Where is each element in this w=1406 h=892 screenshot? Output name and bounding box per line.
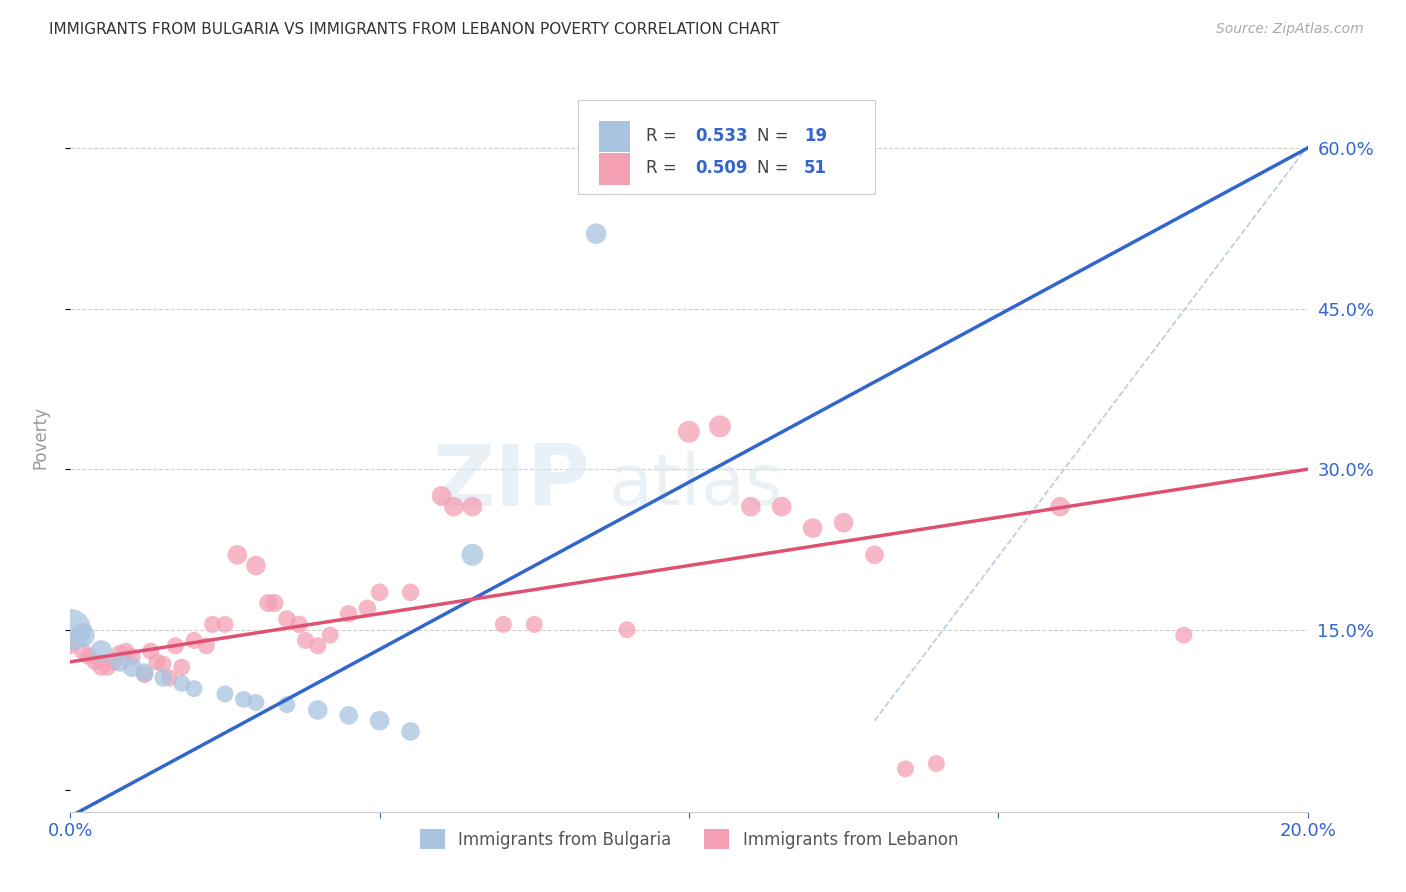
Point bbox=[121, 649, 143, 664]
Point bbox=[152, 657, 174, 671]
Point bbox=[90, 644, 112, 658]
Point bbox=[368, 585, 391, 599]
Point bbox=[214, 687, 236, 701]
Text: 0.533: 0.533 bbox=[695, 127, 748, 145]
Point bbox=[832, 516, 855, 530]
Point bbox=[523, 617, 546, 632]
Text: R =: R = bbox=[645, 159, 682, 178]
Point bbox=[709, 419, 731, 434]
Point bbox=[399, 585, 422, 599]
Point bbox=[232, 692, 254, 706]
Bar bbox=[599, 121, 630, 153]
Point bbox=[115, 644, 138, 658]
Point bbox=[356, 601, 378, 615]
Point bbox=[170, 676, 193, 690]
Y-axis label: Poverty: Poverty bbox=[31, 406, 49, 468]
Point bbox=[59, 639, 82, 653]
Point bbox=[1049, 500, 1071, 514]
Point bbox=[257, 596, 280, 610]
Point bbox=[72, 644, 94, 658]
Point bbox=[77, 649, 100, 664]
Point bbox=[146, 655, 169, 669]
Point bbox=[307, 639, 329, 653]
Point bbox=[183, 681, 205, 696]
Point bbox=[461, 500, 484, 514]
Point bbox=[165, 639, 187, 653]
Point bbox=[263, 596, 285, 610]
Text: R =: R = bbox=[645, 127, 682, 145]
Point bbox=[863, 548, 886, 562]
Point bbox=[157, 671, 180, 685]
Point bbox=[801, 521, 824, 535]
Point bbox=[925, 756, 948, 771]
Point bbox=[443, 500, 465, 514]
Point bbox=[121, 660, 143, 674]
FancyBboxPatch shape bbox=[578, 100, 875, 194]
Point bbox=[72, 628, 94, 642]
Text: N =: N = bbox=[756, 127, 794, 145]
Text: ZIP: ZIP bbox=[432, 441, 591, 524]
Point bbox=[740, 500, 762, 514]
Point bbox=[276, 698, 298, 712]
Point bbox=[108, 646, 131, 660]
Point bbox=[152, 671, 174, 685]
Point bbox=[294, 633, 316, 648]
Point bbox=[226, 548, 249, 562]
Text: 51: 51 bbox=[804, 159, 827, 178]
Point bbox=[103, 655, 125, 669]
Point bbox=[90, 660, 112, 674]
Point bbox=[108, 655, 131, 669]
Point bbox=[245, 696, 267, 710]
Text: IMMIGRANTS FROM BULGARIA VS IMMIGRANTS FROM LEBANON POVERTY CORRELATION CHART: IMMIGRANTS FROM BULGARIA VS IMMIGRANTS F… bbox=[49, 22, 779, 37]
Point bbox=[430, 489, 453, 503]
Point bbox=[894, 762, 917, 776]
Point bbox=[461, 548, 484, 562]
Point bbox=[307, 703, 329, 717]
Point bbox=[368, 714, 391, 728]
Point bbox=[170, 660, 193, 674]
Text: 19: 19 bbox=[804, 127, 827, 145]
Point bbox=[59, 623, 82, 637]
Point bbox=[214, 617, 236, 632]
Point bbox=[319, 628, 342, 642]
Text: Source: ZipAtlas.com: Source: ZipAtlas.com bbox=[1216, 22, 1364, 37]
Text: N =: N = bbox=[756, 159, 794, 178]
Point bbox=[195, 639, 218, 653]
Point bbox=[678, 425, 700, 439]
Point bbox=[96, 660, 118, 674]
Point bbox=[84, 655, 107, 669]
Point bbox=[276, 612, 298, 626]
Legend: Immigrants from Bulgaria, Immigrants from Lebanon: Immigrants from Bulgaria, Immigrants fro… bbox=[413, 822, 965, 855]
Point bbox=[616, 623, 638, 637]
Point bbox=[201, 617, 224, 632]
Point bbox=[288, 617, 311, 632]
Point bbox=[1173, 628, 1195, 642]
Point bbox=[585, 227, 607, 241]
Point bbox=[134, 665, 156, 680]
Point bbox=[337, 708, 360, 723]
Point bbox=[134, 667, 156, 681]
Point bbox=[770, 500, 793, 514]
Text: atlas: atlas bbox=[609, 451, 783, 520]
Point bbox=[492, 617, 515, 632]
Bar bbox=[599, 153, 630, 185]
Point bbox=[399, 724, 422, 739]
Point bbox=[337, 607, 360, 621]
Point bbox=[139, 644, 162, 658]
Point bbox=[183, 633, 205, 648]
Point bbox=[245, 558, 267, 573]
Text: 0.509: 0.509 bbox=[695, 159, 748, 178]
